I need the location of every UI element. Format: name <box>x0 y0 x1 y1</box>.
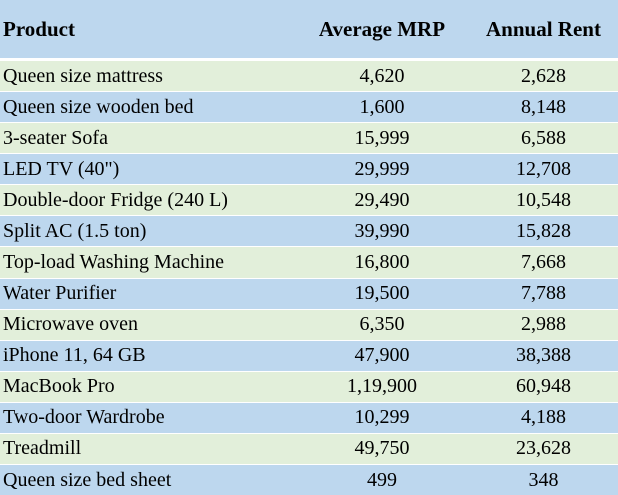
annual-rent-cell: 2,988 <box>521 313 566 336</box>
table-row: LED TV (40") 29,999 12,708 <box>0 153 618 185</box>
column-header-average-mrp: Average MRP <box>318 16 446 41</box>
product-cell: 3-seater Sofa <box>3 126 108 149</box>
table-header-row: Product Average MRP Annual Rent <box>0 0 618 61</box>
annual-rent-cell: 4,188 <box>521 406 566 429</box>
average-mrp-cell: 499 <box>367 468 397 491</box>
product-cell: Queen size bed sheet <box>3 468 172 491</box>
table-row: Microwave oven 6,350 2,988 <box>0 308 618 340</box>
column-header-annual-rent: Annual Rent <box>486 16 601 41</box>
table-row: Treadmill 49,750 23,628 <box>0 432 618 465</box>
table-row: MacBook Pro 1,19,900 60,948 <box>0 370 618 402</box>
table-row: 3-seater Sofa 15,999 6,588 <box>0 122 618 154</box>
average-mrp-cell: 29,999 <box>354 157 410 180</box>
annual-rent-cell: 23,628 <box>516 437 571 460</box>
table-row: Queen size wooden bed 1,600 8,148 <box>0 91 618 123</box>
product-cell: MacBook Pro <box>3 375 115 398</box>
table-row: Double-door Fridge (240 L) 29,490 10,548 <box>0 184 618 216</box>
average-mrp-cell: 39,990 <box>354 219 410 242</box>
average-mrp-cell: 16,800 <box>354 251 410 273</box>
average-mrp-cell: 6,350 <box>359 313 405 336</box>
product-cell: Water Purifier <box>3 282 117 305</box>
annual-rent-cell: 15,828 <box>516 219 571 242</box>
annual-rent-cell: 8,148 <box>521 95 566 118</box>
annual-rent-cell: 348 <box>528 468 559 491</box>
product-cell: LED TV (40") <box>3 157 120 180</box>
average-mrp-cell: 29,490 <box>354 188 410 211</box>
product-cell: Queen size mattress <box>3 64 163 87</box>
table-row: Queen size mattress 4,620 2,628 <box>0 61 618 92</box>
annual-rent-cell: 6,588 <box>521 126 566 149</box>
product-cell: Treadmill <box>3 437 82 460</box>
annual-rent-cell: 60,948 <box>516 375 571 398</box>
table-row: Top-load Washing Machine 16,800 7,668 <box>0 246 618 278</box>
average-mrp-cell: 49,750 <box>354 437 410 460</box>
average-mrp-cell: 15,999 <box>354 126 410 149</box>
product-cell: Microwave oven <box>3 313 138 336</box>
table-row: Queen size bed sheet 499 348 <box>0 464 618 495</box>
annual-rent-cell: 38,388 <box>516 344 571 367</box>
table-row: Water Purifier 19,500 7,788 <box>0 277 618 309</box>
table-row: Split AC (1.5 ton) 39,990 15,828 <box>0 215 618 247</box>
average-mrp-cell: 1,600 <box>359 95 405 118</box>
annual-rent-cell: 12,708 <box>516 157 571 180</box>
annual-rent-cell: 10,548 <box>516 188 571 211</box>
average-mrp-cell: 47,900 <box>354 344 410 367</box>
product-cell: Two-door Wardrobe <box>3 406 165 429</box>
product-cell: Split AC (1.5 ton) <box>3 219 147 242</box>
average-mrp-cell: 1,19,900 <box>347 375 417 398</box>
table-row: iPhone 11, 64 GB 47,900 38,388 <box>0 339 618 371</box>
annual-rent-cell: 7,788 <box>521 282 566 305</box>
column-header-product: Product <box>3 16 75 41</box>
average-mrp-cell: 4,620 <box>359 64 405 87</box>
product-cell: Top-load Washing Machine <box>3 251 225 273</box>
average-mrp-cell: 10,299 <box>354 406 410 429</box>
annual-rent-cell: 2,628 <box>521 64 566 87</box>
product-cell: Queen size wooden bed <box>3 95 194 118</box>
product-cell: Double-door Fridge (240 L) <box>3 188 228 211</box>
average-mrp-cell: 19,500 <box>354 282 410 305</box>
product-cell: iPhone 11, 64 GB <box>3 344 146 367</box>
table-row: Two-door Wardrobe 10,299 4,188 <box>0 401 618 433</box>
table-body: Queen size mattress 4,620 2,628 Queen si… <box>0 61 618 495</box>
annual-rent-cell: 7,668 <box>521 251 566 273</box>
